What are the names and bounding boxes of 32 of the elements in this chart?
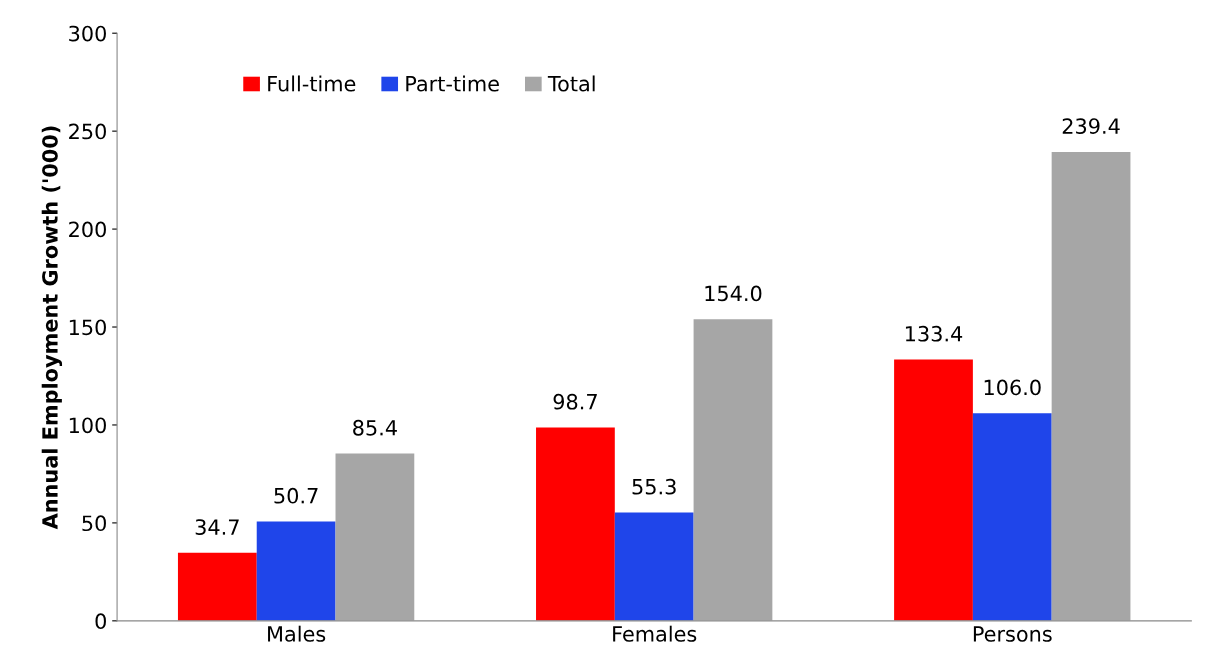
y-axis-title: Annual Employment Growth ('000) — [41, 126, 63, 530]
legend-label: Part-time — [406, 75, 499, 92]
y-tick-label: 150 — [69, 319, 106, 336]
text: 154.0 — [705, 285, 762, 302]
text: 85.4 — [353, 419, 397, 436]
legend-label: Total — [547, 75, 595, 92]
bar — [1051, 151, 1131, 621]
text: 133.4 — [905, 325, 963, 342]
bar — [256, 521, 336, 621]
y-tick-label: 250 — [69, 123, 106, 140]
y-tick-label: 50 — [82, 515, 106, 532]
x-tick-label: Persons — [973, 626, 1052, 642]
bar — [972, 413, 1052, 621]
text: 239.4 — [1062, 118, 1120, 134]
bar — [335, 453, 415, 621]
y-tick-label: 200 — [69, 221, 106, 238]
text: 55.3 — [632, 478, 676, 495]
text: 106.0 — [984, 379, 1041, 396]
bar — [536, 427, 615, 621]
y-tick-label: 0 — [95, 613, 106, 630]
text: 98.7 — [553, 393, 597, 410]
bar — [177, 552, 257, 621]
bar — [894, 359, 973, 621]
bar — [614, 512, 694, 621]
y-tick-label: 100 — [69, 417, 106, 434]
x-tick-label: Females — [613, 625, 697, 642]
legend-label: Full-time — [268, 75, 356, 92]
x-tick-label: Males — [268, 625, 326, 642]
bar — [693, 319, 773, 621]
text: 50.7 — [274, 487, 318, 504]
y-tick-label: 300 — [69, 25, 106, 42]
text: 34.7 — [195, 519, 239, 535]
